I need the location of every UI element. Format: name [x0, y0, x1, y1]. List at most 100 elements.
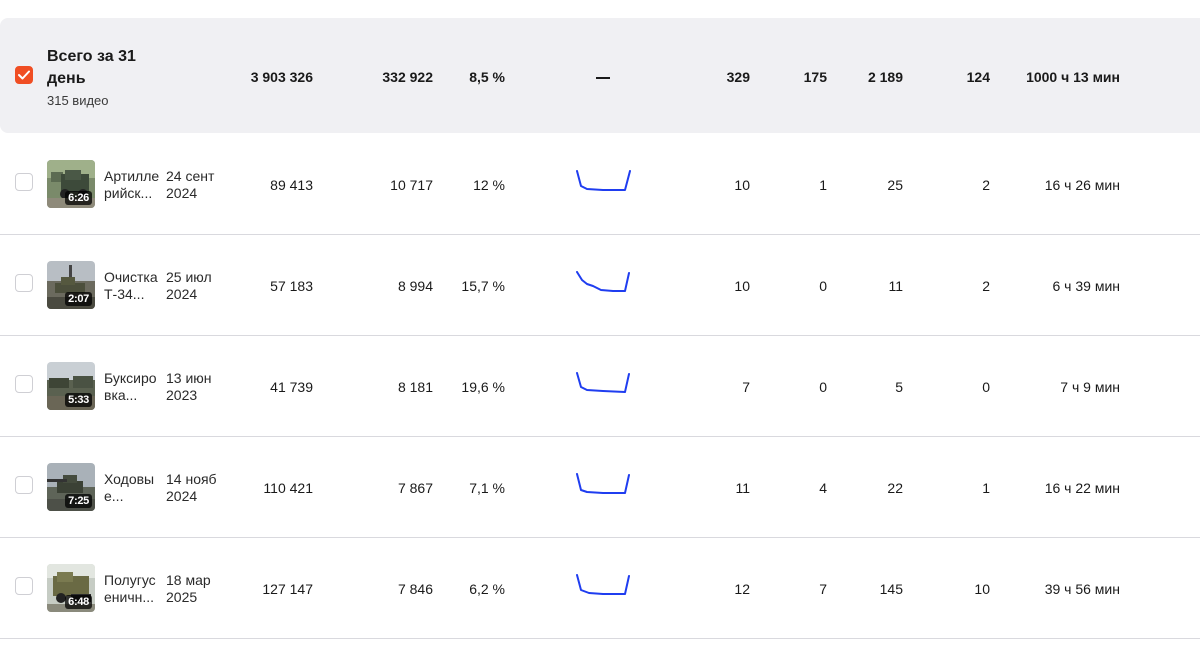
video-date-line1: 18 мар [166, 572, 211, 588]
row-col7: 145 [879, 581, 903, 597]
video-date-line2: 2024 [166, 488, 198, 504]
row-checkbox[interactable] [15, 476, 33, 494]
video-date: 14 нояб 2024 [166, 471, 217, 505]
row-impressions: 7 846 [397, 581, 433, 597]
video-thumbnail[interactable]: 7:25 [47, 463, 95, 511]
video-title[interactable]: Артилле рийск... [104, 168, 159, 202]
row-checkbox[interactable] [15, 577, 33, 595]
row-views: 41 739 [270, 379, 313, 395]
row-col8: 1 [982, 480, 990, 496]
row-impressions: 10 717 [390, 177, 433, 193]
video-title-line1: Очистка [104, 269, 158, 285]
summary-col6: 175 [803, 69, 827, 85]
video-duration: 5:33 [65, 393, 92, 407]
retention-sparkline [576, 372, 630, 393]
video-title[interactable]: Буксиро вка... [104, 370, 157, 404]
video-title-line2: Т-34... [104, 286, 145, 302]
summary-views: 3 903 326 [250, 69, 313, 85]
video-duration: 6:26 [65, 191, 92, 205]
video-thumbnail[interactable]: 6:26 [47, 160, 95, 208]
row-checkbox[interactable] [15, 375, 33, 393]
video-title[interactable]: Ходовы е... [104, 471, 154, 505]
video-title-line1: Буксиро [104, 370, 157, 386]
row-watch-time: 6 ч 39 мин [1052, 278, 1121, 294]
row-views: 89 413 [270, 177, 313, 193]
row-views: 110 421 [263, 480, 313, 496]
video-date-line2: 2025 [166, 589, 198, 605]
video-date-line1: 14 нояб [166, 471, 217, 487]
video-duration: 2:07 [65, 292, 92, 306]
video-thumbnail[interactable]: 5:33 [47, 362, 95, 410]
video-duration: 6:48 [65, 595, 92, 609]
row-col8: 0 [982, 379, 990, 395]
row-ctr: 19,6 % [461, 379, 505, 395]
row-col5: 10 [734, 177, 750, 193]
row-impressions: 7 867 [397, 480, 433, 496]
video-thumbnail[interactable]: 2:07 [47, 261, 95, 309]
row-col5: 11 [735, 480, 750, 496]
video-thumbnail[interactable]: 6:48 [47, 564, 95, 612]
video-title[interactable]: Полугус еничн... [104, 572, 156, 606]
video-date: 24 сент 2024 [166, 168, 214, 202]
summary-title-line1: Всего за 31 [47, 48, 136, 65]
video-title-line2: вка... [104, 387, 138, 403]
table-row[interactable]: 6:26 Артилле рийск... 24 сент 2024 89 41… [0, 134, 1200, 235]
retention-sparkline [576, 574, 630, 595]
row-ctr: 6,2 % [469, 581, 505, 597]
summary-ctr: 8,5 % [469, 69, 505, 85]
row-col5: 12 [734, 581, 750, 597]
truck-thumbnail-image [47, 160, 95, 208]
summary-watch-time: 1000 ч 13 мин [1026, 69, 1120, 85]
table-row[interactable]: 7:25 Ходовы е... 14 нояб 2024 110 421 7 … [0, 437, 1200, 538]
row-col6: 0 [819, 278, 827, 294]
row-watch-time: 16 ч 22 мин [1044, 480, 1120, 496]
row-watch-time: 39 ч 56 мин [1044, 581, 1120, 597]
summary-impressions: 332 922 [382, 69, 433, 85]
video-title-line1: Артилле [104, 168, 160, 184]
video-date-line1: 25 июл [166, 269, 212, 285]
video-title-line2: рийск... [104, 185, 153, 201]
video-date-line1: 13 июн [166, 370, 212, 386]
row-col5: 10 [734, 278, 750, 294]
video-date-line2: 2023 [166, 387, 198, 403]
row-col6: 7 [819, 581, 827, 597]
summary-title-line2: день [47, 70, 86, 87]
summary-video-count: 315 видео [47, 93, 109, 108]
row-ctr: 15,7 % [461, 278, 505, 294]
summary-col7: 2 189 [867, 69, 903, 85]
row-checkbox[interactable] [15, 274, 33, 292]
row-impressions: 8 994 [397, 278, 433, 294]
video-title-line1: Полугус [104, 572, 156, 588]
retention-sparkline [576, 170, 631, 191]
row-watch-time: 16 ч 26 мин [1044, 177, 1120, 193]
row-col8: 10 [974, 581, 990, 597]
row-col6: 0 [819, 379, 827, 395]
video-title-line1: Ходовы [104, 471, 155, 487]
row-col6: 4 [819, 480, 827, 496]
row-col7: 11 [888, 278, 903, 294]
row-col5: 7 [742, 379, 750, 395]
video-title[interactable]: Очистка Т-34... [104, 269, 158, 303]
row-watch-time: 7 ч 9 мин [1060, 379, 1120, 395]
video-duration: 7:25 [65, 494, 92, 508]
row-col8: 2 [982, 278, 990, 294]
table-row[interactable]: 6:48 Полугус еничн... 18 мар 2025 127 14… [0, 538, 1200, 639]
video-title-line2: еничн... [104, 589, 155, 605]
video-date-line1: 24 сент [166, 168, 215, 184]
table-row[interactable]: 5:33 Буксиро вка... 13 июн 2023 41 739 8… [0, 336, 1200, 437]
video-date-line2: 2024 [166, 286, 198, 302]
summary-row: Всего за 31 день 315 видео 3 903 326 332… [0, 18, 1200, 133]
check-icon [18, 70, 30, 80]
table-row[interactable]: 2:07 Очистка Т-34... 25 июл 2024 57 183 … [0, 235, 1200, 336]
row-impressions: 8 181 [397, 379, 433, 395]
row-views: 127 147 [262, 581, 313, 597]
summary-col8: 124 [966, 69, 990, 85]
row-ctr: 7,1 % [469, 480, 505, 496]
summary-retention-dash [596, 77, 610, 79]
select-all-checkbox[interactable] [15, 66, 33, 84]
row-col7: 25 [887, 177, 903, 193]
summary-title: Всего за 31 день [47, 46, 167, 90]
row-col8: 2 [982, 177, 990, 193]
row-checkbox[interactable] [15, 173, 33, 191]
